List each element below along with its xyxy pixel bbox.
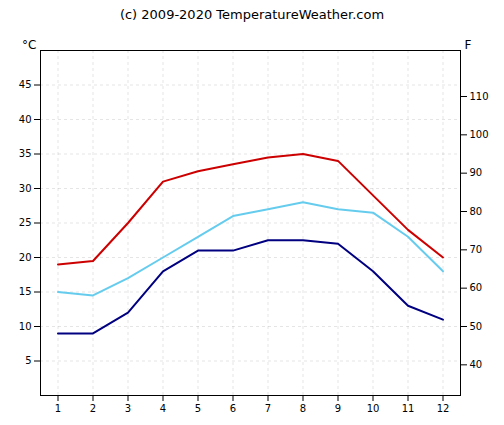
html-text:(c) 2009-2020 TemperatureWeath: (c) 2009-2020 TemperatureWeather.com [119,7,385,22]
svg-text:6: 6 [230,403,236,414]
svg-text:1: 1 [55,403,61,414]
svg-text:35: 35 [19,148,32,159]
svg-text:40: 40 [470,359,483,370]
svg-text:7: 7 [265,403,271,414]
svg-text:60: 60 [470,282,483,293]
svg-text:110: 110 [470,91,489,102]
svg-text:F: F [465,38,472,52]
svg-text:90: 90 [470,167,483,178]
svg-text:9: 9 [335,403,341,414]
svg-text:50: 50 [470,321,483,332]
svg-text:25: 25 [19,217,32,228]
svg-text:70: 70 [470,244,483,255]
svg-text:10: 10 [19,321,32,332]
svg-text:80: 80 [470,206,483,217]
svg-text:30: 30 [19,183,32,194]
svg-text:40: 40 [19,114,32,125]
svg-text:4: 4 [160,403,166,414]
svg-text:45: 45 [19,79,32,90]
svg-text:5: 5 [25,355,31,366]
svg-text:5: 5 [195,403,201,414]
svg-text:15: 15 [19,286,32,297]
svg-text:8: 8 [300,403,306,414]
svg-text:12: 12 [437,403,450,414]
svg-text:3: 3 [125,403,131,414]
svg-text:2: 2 [90,403,96,414]
svg-text:100: 100 [470,129,489,140]
svg-text:10: 10 [367,403,380,414]
svg-text:11: 11 [402,403,415,414]
svg-text:°C: °C [22,38,36,52]
svg-text:20: 20 [19,252,32,263]
